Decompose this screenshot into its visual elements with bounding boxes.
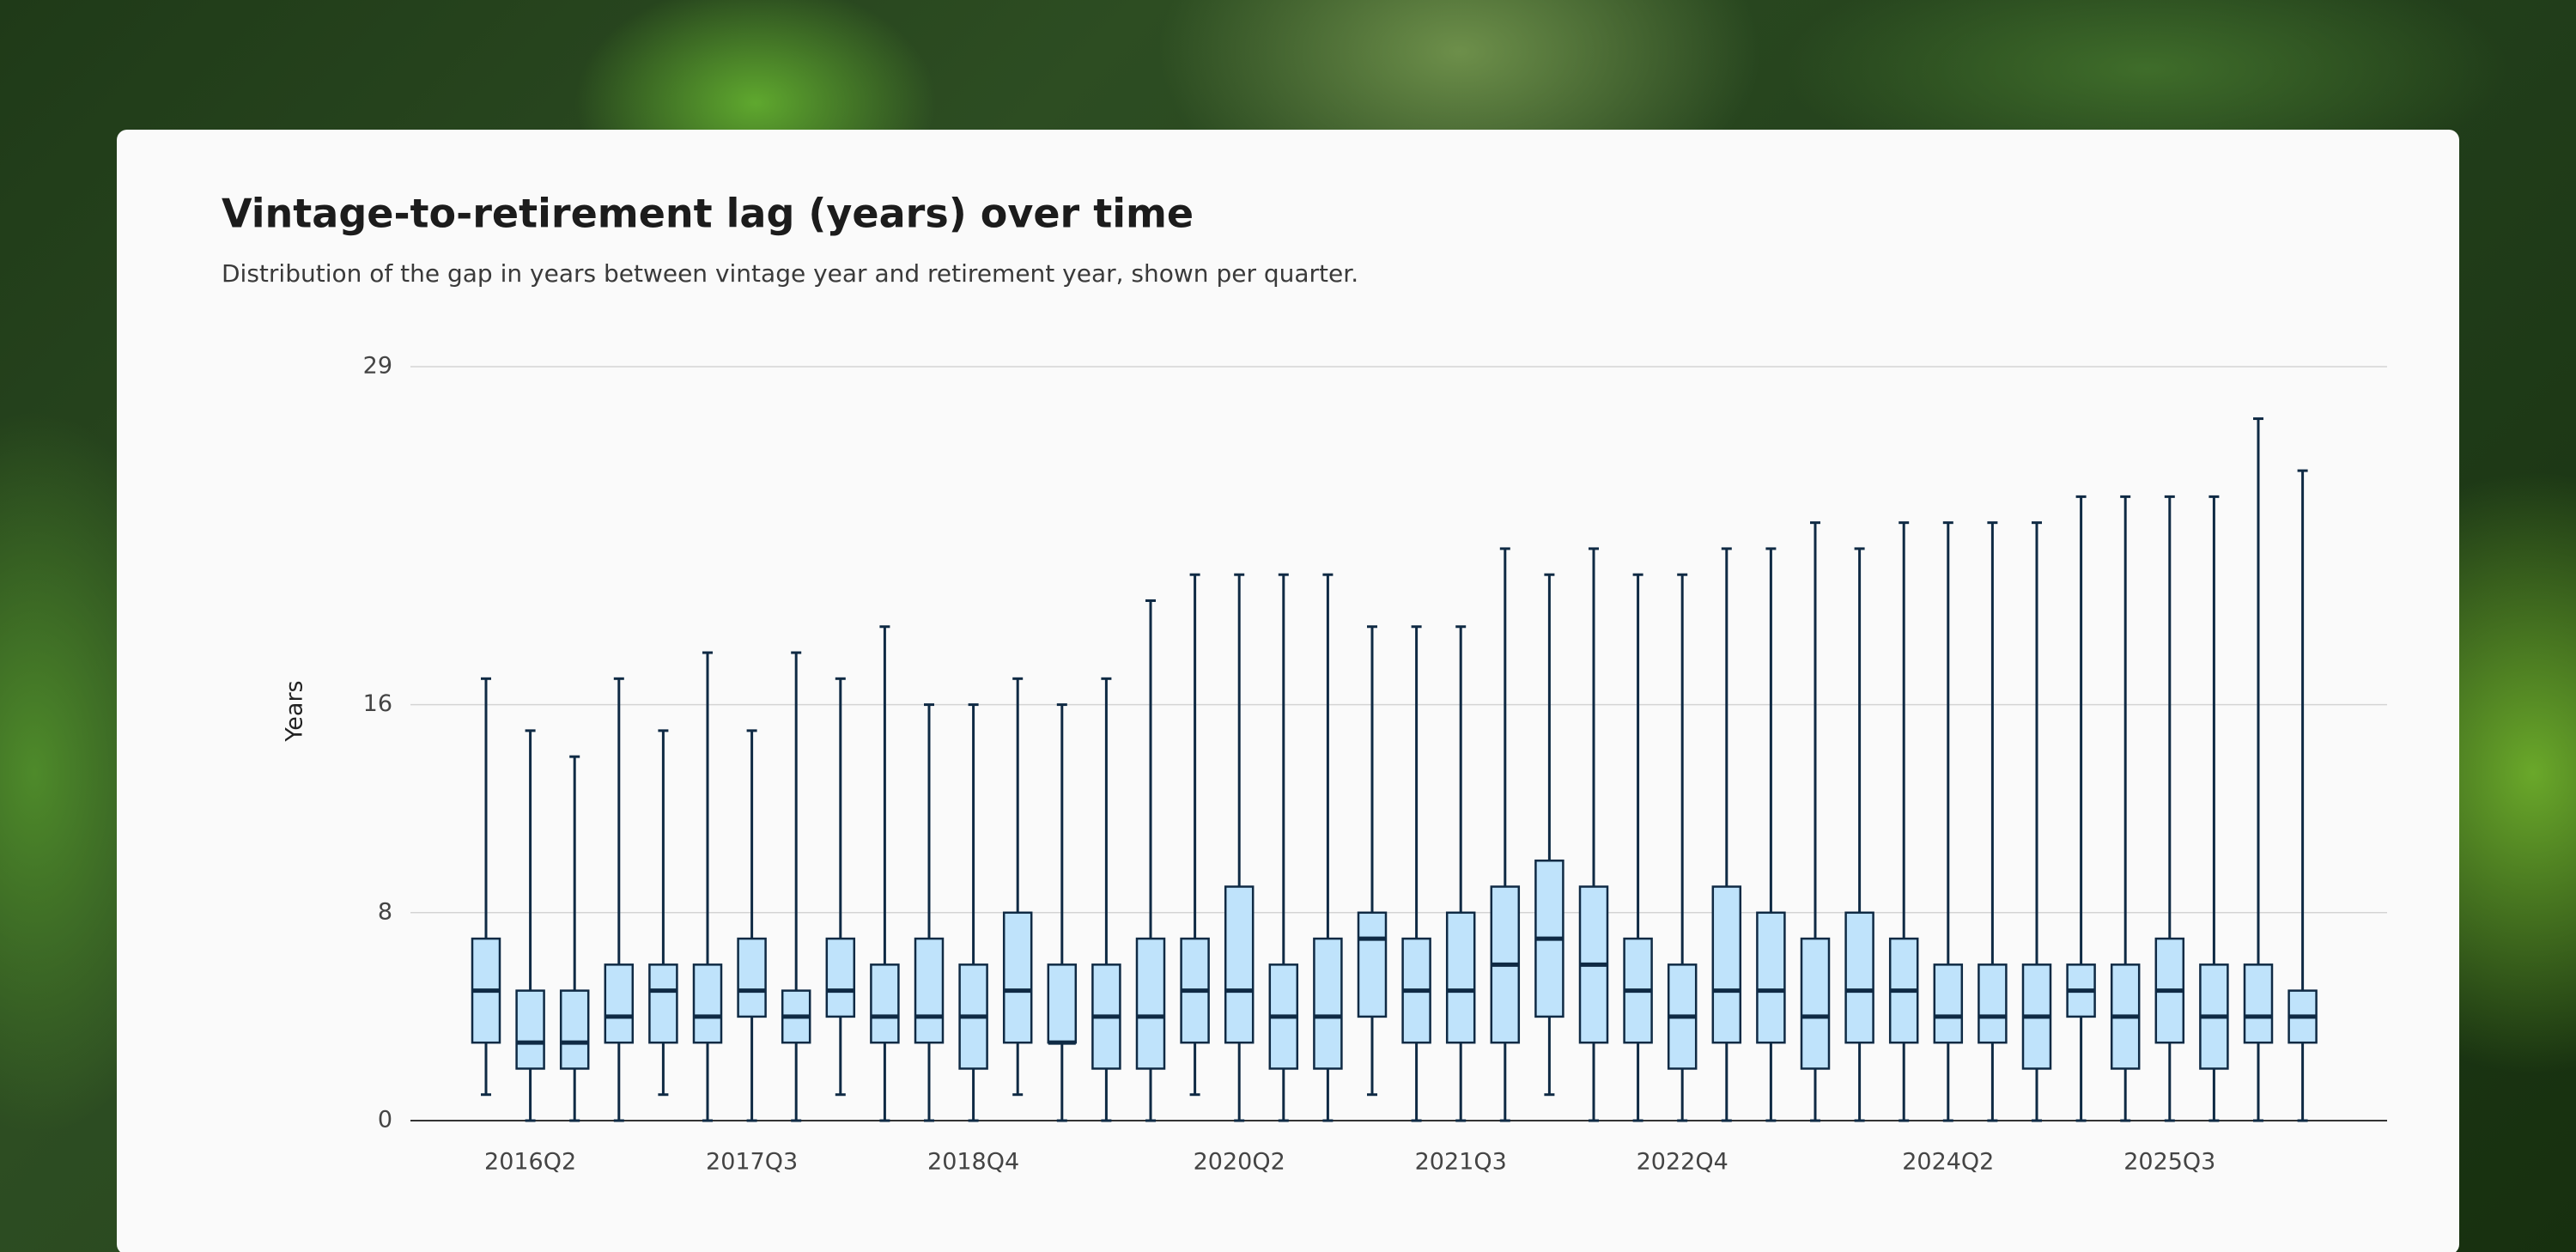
box: [1844, 911, 1874, 1044]
x-tick-label: 2021Q3: [1415, 1149, 1507, 1176]
box: [692, 963, 723, 1044]
box: [648, 963, 678, 1044]
x-tick-label: 2025Q3: [2123, 1149, 2215, 1176]
y-tick-label: 0: [378, 1107, 392, 1133]
card: [117, 130, 2459, 1252]
x-tick-label: 2017Q3: [706, 1149, 798, 1176]
x-tick-label: 2016Q2: [484, 1149, 576, 1176]
box: [1711, 885, 1742, 1044]
box: [870, 963, 900, 1044]
box: [515, 989, 545, 1070]
box: [1135, 937, 1166, 1070]
y-axis-label: Years: [282, 680, 308, 742]
y-tick-label: 29: [363, 353, 392, 380]
box: [1800, 937, 1831, 1070]
box: [914, 937, 945, 1044]
x-tick-label: 2024Q2: [1902, 1149, 1994, 1176]
x-tick-label: 2020Q2: [1194, 1149, 1285, 1176]
box: [1756, 911, 1786, 1044]
box: [1002, 911, 1033, 1044]
box: [1933, 963, 1964, 1044]
box: [1313, 937, 1343, 1070]
y-tick-label: 8: [378, 898, 392, 925]
box: [559, 989, 590, 1070]
chart-title: Vintage-to-retirement lag (years) over t…: [222, 191, 1194, 237]
box: [737, 937, 767, 1018]
box: [1224, 885, 1255, 1044]
box: [1978, 963, 2008, 1044]
chart-subtitle: Distribution of the gap in years between…: [222, 259, 1358, 288]
y-tick-label: 16: [363, 690, 392, 717]
x-tick-label: 2022Q4: [1637, 1149, 1728, 1176]
box: [604, 963, 635, 1044]
box: [1047, 963, 1078, 1044]
box: [1357, 911, 1388, 1018]
box: [825, 937, 856, 1018]
box: [2243, 963, 2274, 1044]
box: [1445, 911, 1476, 1044]
x-tick-label: 2018Q4: [927, 1149, 1019, 1176]
